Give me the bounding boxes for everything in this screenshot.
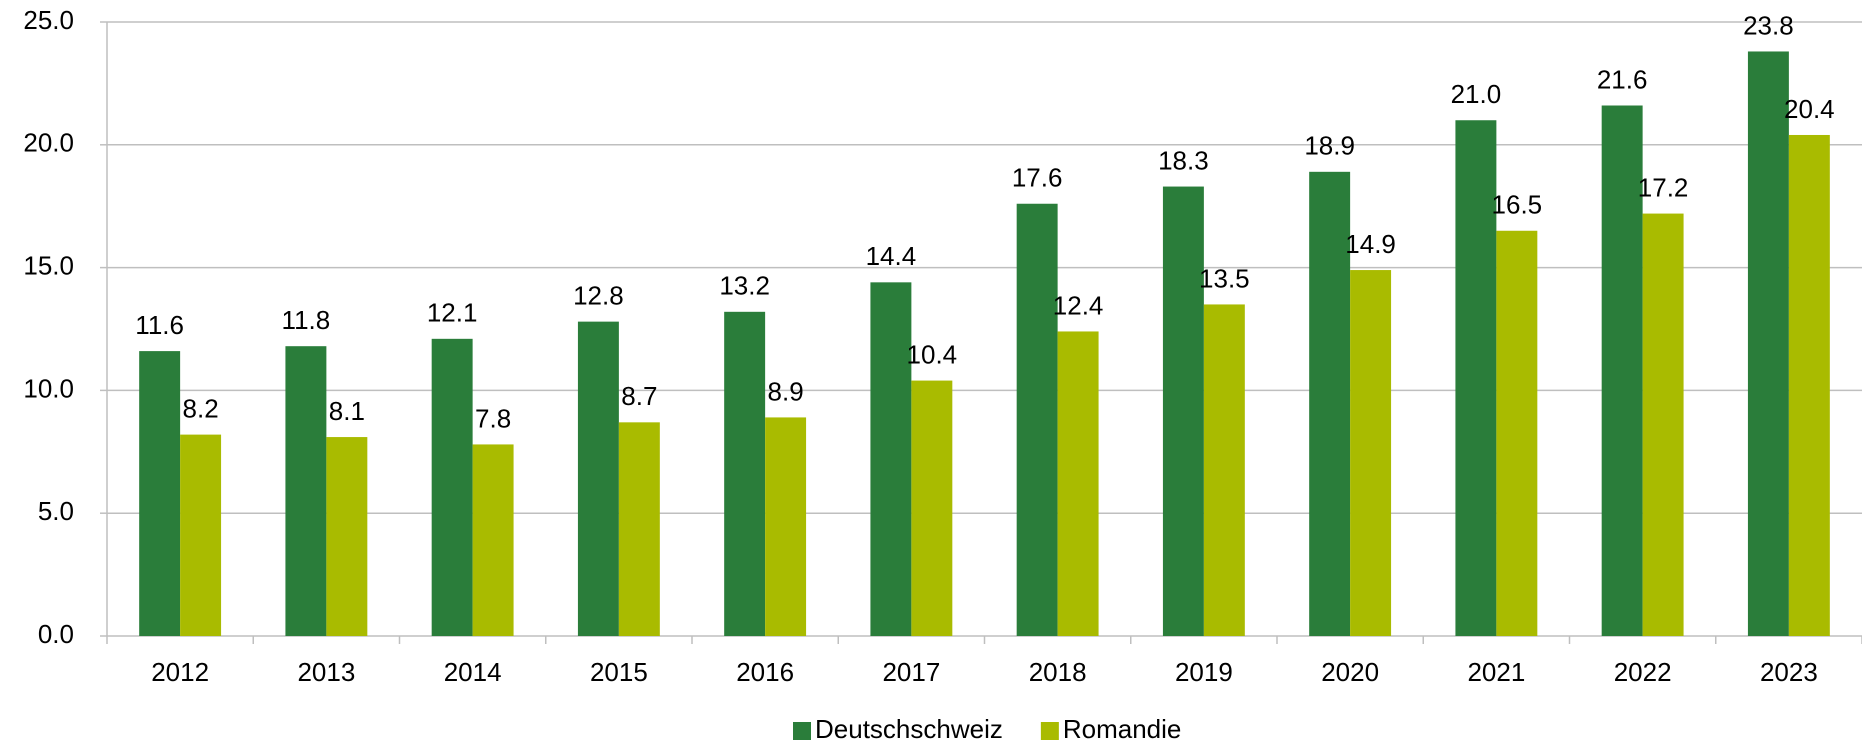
legend-swatch	[793, 722, 811, 740]
value-label: 14.4	[866, 241, 917, 271]
bar	[180, 434, 222, 636]
bar	[870, 282, 912, 636]
x-tick-label: 2021	[1467, 657, 1525, 687]
y-tick-label: 25.0	[23, 5, 74, 35]
y-tick-label: 10.0	[23, 373, 74, 403]
value-label: 16.5	[1492, 190, 1543, 220]
value-label: 8.1	[329, 396, 365, 426]
x-tick-label: 2012	[151, 657, 209, 687]
bar	[431, 338, 473, 636]
x-tick-label: 2016	[736, 657, 794, 687]
legend-label: Romandie	[1063, 714, 1182, 744]
value-label: 13.5	[1199, 263, 1250, 293]
x-tick-label: 2017	[882, 657, 940, 687]
value-label: 14.9	[1345, 229, 1396, 259]
value-label: 21.6	[1597, 64, 1648, 94]
value-label: 21.0	[1451, 79, 1502, 109]
value-label: 12.4	[1053, 290, 1104, 320]
value-label: 23.8	[1743, 10, 1794, 40]
y-tick-label: 15.0	[23, 250, 74, 280]
bar	[724, 311, 766, 636]
value-label: 12.1	[427, 298, 478, 328]
value-label: 7.8	[475, 403, 511, 433]
bar	[1455, 120, 1497, 637]
bar	[1642, 213, 1684, 636]
bar	[1309, 171, 1351, 637]
legend-swatch	[1040, 722, 1059, 740]
value-label: 8.7	[621, 381, 657, 411]
bar	[618, 422, 660, 636]
value-label: 17.2	[1638, 172, 1689, 202]
x-tick-label: 2013	[297, 657, 355, 687]
bar	[1496, 230, 1538, 636]
x-tick-label: 2019	[1175, 657, 1233, 687]
value-label: 18.9	[1304, 131, 1355, 161]
bar	[577, 321, 619, 636]
bar	[911, 380, 953, 636]
bar	[1162, 186, 1204, 636]
bar	[1057, 331, 1099, 636]
value-label: 10.4	[907, 339, 958, 369]
value-label: 20.4	[1784, 94, 1835, 124]
bar	[1016, 203, 1058, 636]
value-label: 17.6	[1012, 163, 1063, 193]
x-tick-label: 2020	[1321, 657, 1379, 687]
bar	[285, 346, 327, 636]
bar	[1788, 134, 1830, 636]
value-label: 11.8	[282, 305, 331, 335]
value-label: 13.2	[719, 271, 770, 301]
value-label: 8.2	[183, 393, 219, 423]
y-tick-label: 0.0	[38, 619, 74, 649]
value-label: 11.6	[135, 310, 184, 340]
y-tick-label: 5.0	[38, 496, 74, 526]
value-label: 12.8	[573, 281, 624, 311]
bar	[1601, 105, 1643, 636]
x-tick-label: 2014	[444, 657, 502, 687]
bar	[1203, 304, 1245, 636]
bar	[765, 417, 807, 636]
legend-label: Deutschschweiz	[815, 714, 1003, 744]
y-tick-label: 20.0	[23, 128, 74, 158]
bar	[326, 437, 368, 636]
value-label: 8.9	[768, 376, 804, 406]
value-label: 18.3	[1158, 145, 1209, 175]
x-tick-label: 2022	[1614, 657, 1672, 687]
x-tick-label: 2023	[1760, 657, 1818, 687]
bar	[472, 444, 514, 636]
x-tick-label: 2018	[1029, 657, 1087, 687]
bar	[1350, 270, 1392, 636]
bar	[1747, 51, 1789, 637]
x-tick-label: 2015	[590, 657, 648, 687]
bar	[139, 351, 181, 636]
